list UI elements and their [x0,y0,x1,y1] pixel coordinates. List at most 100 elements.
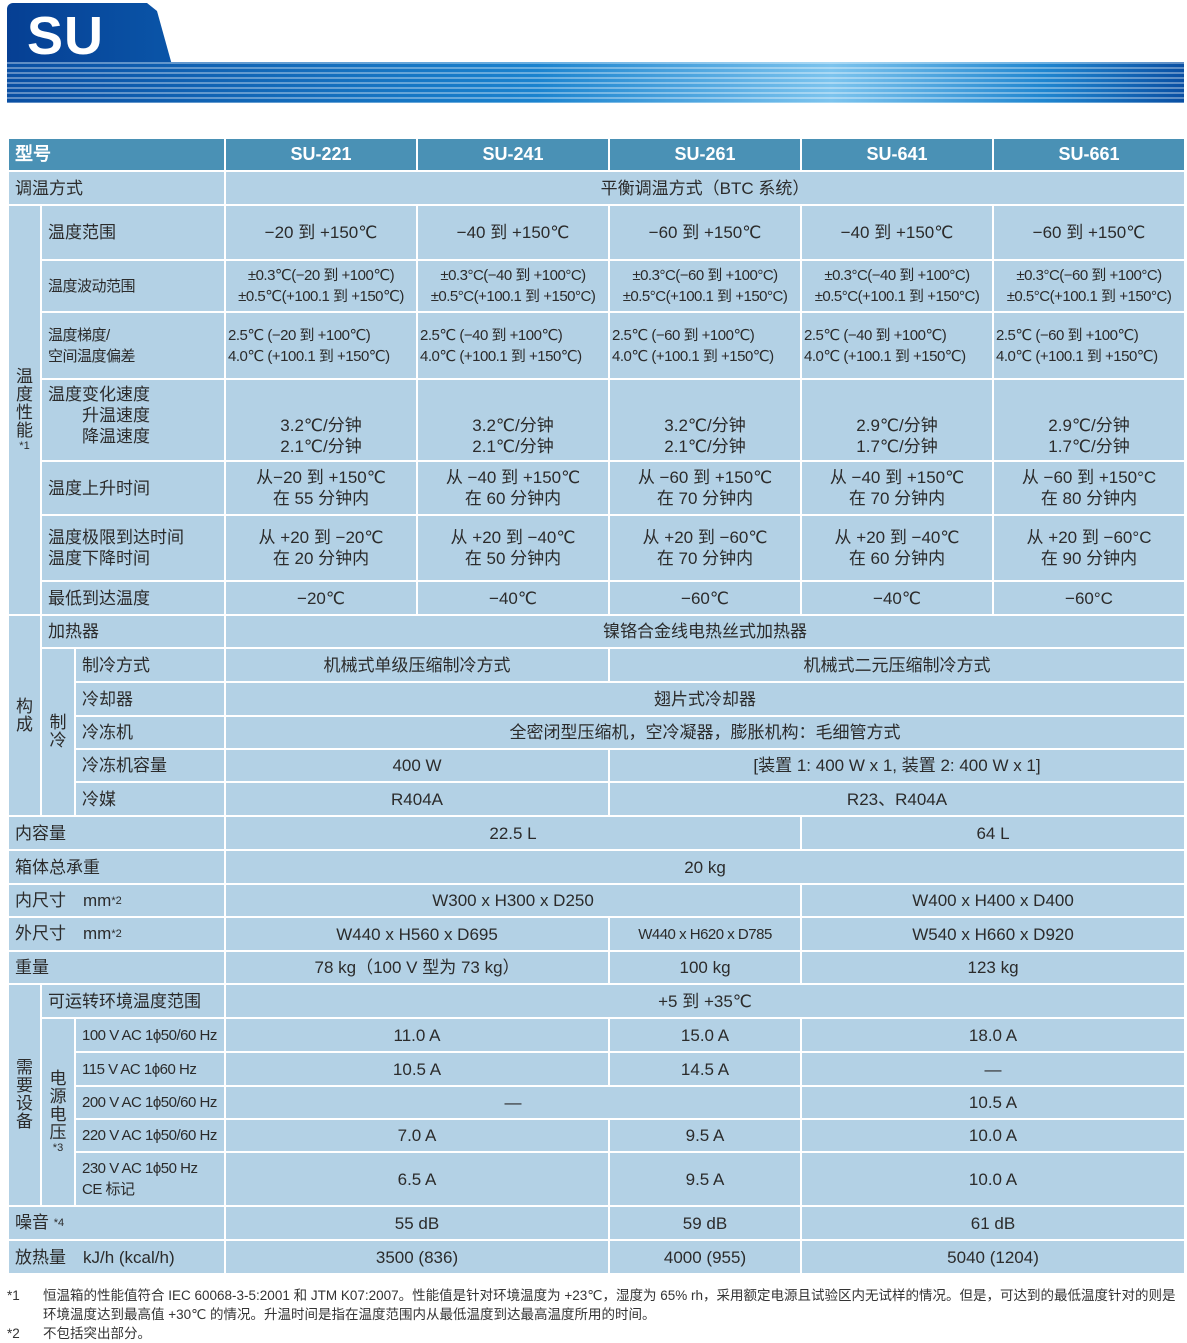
value-cell: 从 −40 到 +150℃ 在 60 分钟内 [416,460,611,516]
group-need: 需要设备 [7,983,42,1207]
row-label-text: 重量 [15,958,49,977]
row-label: 最低到达温度 [39,580,227,616]
value-cell: 2.9℃/分钟 1.7℃/分钟 [992,378,1187,462]
value-cell: 61 dB [800,1205,1187,1241]
value-cell: 平衡调温方式（BTC 系统） [224,170,1187,206]
value-cell: −40 到 +150℃ [416,204,611,261]
row-label: 重量 [6,950,227,985]
row-label-text: 冷冻机 [82,723,133,742]
table-row: 115 V AC 1ϕ60 Hz 10.5 A 14.5 A — [8,1051,1187,1087]
value-cell: 64 L [800,815,1187,851]
value-cell: — [224,1085,803,1120]
value-cell: 3.2℃/分钟 2.1℃/分钟 [608,378,803,462]
table-row: 箱体总承重 20 kg [6,849,1187,885]
row-label-text: 内尺寸 mm [15,890,112,910]
group-label: 温度性能 [16,367,33,440]
table-row: 调温方式 平衡调温方式（BTC 系统） [6,170,1187,206]
table-row: 温度极限到达时间 温度下降时间从 +20 到 −20℃ 在 20 分钟内从 +2… [8,514,1187,582]
footnote-text: 恒温箱的性能值符合 IEC 60068-3-5:2001 和 JTM K07:2… [43,1288,1176,1322]
value-cell: ±0.3°C(−40 到 +100°C) ±0.5°C(+100.1 到 +15… [800,259,995,313]
value-cell: 2.5℃ (−20 到 +100℃) 4.0℃ (+100.1 到 +150℃) [224,311,419,380]
row-label: 220 V AC 1ϕ50/60 Hz [73,1118,227,1153]
row-label-text: 冷却器 [82,689,133,709]
value-cell: 从 +20 到 −20℃ 在 20 分钟内 [224,514,419,582]
row-label-text: 箱体总承重 [15,857,100,877]
value-cell: 从 +20 到 −40℃ 在 60 分钟内 [800,514,995,582]
model-header: SU-641 [800,137,995,172]
group-perf: 温度性能 *1 [7,204,42,616]
row-label: 温度变化速度 升温速度 降温速度 [39,378,227,462]
footnote-ref: *2 [111,894,122,907]
row-label: 温度范围 [39,204,227,261]
row-label-text: 温度上升时间 [48,478,150,498]
value-cell: −60 到 +150℃ [992,204,1187,261]
value-cell: ±0.3°C(−60 到 +100°C) ±0.5°C(+100.1 到 +15… [608,259,803,313]
value-cell: 10.0 A [800,1118,1187,1153]
table-row: 温度上升时间 从−20 到 +150℃ 在 55 分钟内从 −40 到 +150℃… [8,460,1187,516]
value-cell: W400 x H400 x D400 [800,883,1187,918]
value-cell: W440 x H620 x D785 [608,916,803,952]
row-label: 温度极限到达时间 温度下降时间 [39,514,227,582]
value-cell: 11.0 A [224,1017,611,1053]
row-label-text: 温度范围 [48,223,116,242]
row-label: 冷冻机 [73,715,227,750]
value-cell: 机械式单级压缩制冷方式 [224,647,611,683]
value-cell: 机械式二元压缩制冷方式 [608,647,1187,683]
table-row: 重量 78 kg（100 V 型为 73 kg） 100 kg 123 kg [6,950,1187,985]
value-cell: 6.5 A [224,1151,611,1207]
value-cell: 2.5℃ (−60 到 +100℃) 4.0℃ (+100.1 到 +150℃) [992,311,1187,380]
value-cell: −60°C [992,580,1187,616]
table-row: 冷却器 翅片式冷却器 [8,681,1187,717]
row-label: 温度波动范围 [39,259,227,313]
group-label: 制冷 [49,713,67,750]
value-cell: 从 +20 到 −40℃ 在 50 分钟内 [416,514,611,582]
value-cell: 78 kg（100 V 型为 73 kg） [224,950,611,985]
row-label: 内容量 [6,815,227,851]
value-cell: ±0.3℃(−20 到 +100℃) ±0.5℃(+100.1 到 +150℃) [224,259,419,313]
value-cell: 从 −60 到 +150℃ 在 70 分钟内 [608,460,803,516]
value-cell: W540 x H660 x D920 [800,916,1187,952]
value-cell: 3.2℃/分钟 2.1℃/分钟 [224,378,419,462]
table-row: 电源电压 *3 100 V AC 1ϕ50/60 Hz 11.0 A 15.0 A 18.… [8,1017,1187,1207]
subgroup-cool: 制冷 [40,647,76,817]
table-row: 220 V AC 1ϕ50/60 Hz 7.0 A 9.5 A 10.0 A [8,1118,1187,1153]
table-row: 温度变化速度 升温速度 降温速度 3.2℃/分钟 2.1℃/分钟 3.2℃/分钟 2.1… [8,378,1187,462]
table-row: 外尺寸 mm*2 W440 x H560 x D695 W440 x H620 x … [6,916,1187,952]
value-cell: 3500 (836) [224,1239,611,1275]
value-cell: W300 x H300 x D250 [224,883,803,918]
row-sublabel: 升温速度 [82,406,150,425]
row-label-text: 温度波动范围 [48,277,136,295]
model-header: SU-241 [416,137,611,172]
row-label: 放热量 kJ/h (kcal/h) [6,1239,227,1275]
value-cell: −40 到 +150℃ [800,204,995,261]
series-tab: SU [7,3,172,65]
value-cell: 5040 (1204) [800,1239,1187,1275]
footnotes: *1 恒温箱的性能值符合 IEC 60068-3-5:2001 和 JTM K07… [7,1286,1182,1343]
row-label-text: 220 V AC 1ϕ50/60 Hz [82,1127,217,1144]
value-cell: 14.5 A [608,1051,803,1087]
row-label: 230 V AC 1ϕ50 Hz CE 标记 [73,1151,227,1207]
footnote: *2 不包括突出部分。 [7,1324,1182,1343]
model-label: 型号 [6,137,227,172]
table-row: 温度梯度/ 空间温度偏差 2.5℃ (−20 到 +100℃) 4.0℃ (+10… [8,311,1187,380]
row-label-text: 温度梯度/ 空间温度偏差 [48,326,136,365]
value-cell: 2.5℃ (−40 到 +100℃) 4.0℃ (+100.1 到 +150℃) [800,311,995,380]
footnote-text: 不包括突出部分。 [43,1326,151,1341]
table-row: 温度性能 *1 温度范围 −20 到 +150℃ −40 到 +150℃ −60 到 +1… [7,204,1187,616]
value-cell: 4000 (955) [608,1239,803,1275]
value-cell: — [800,1051,1187,1087]
series-title: SU [27,6,105,66]
row-label-text: 230 V AC 1ϕ50 Hz CE 标记 [82,1160,198,1198]
row-label-text: 可运转环境温度范围 [48,991,201,1011]
row-label-text: 最低到达温度 [48,588,150,608]
value-cell: 从−20 到 +150℃ 在 55 分钟内 [224,460,419,516]
value-cell: −40℃ [800,580,995,616]
row-label: 箱体总承重 [6,849,227,885]
row-label: 冷冻机容量 [73,748,227,783]
spec-table: 型号 SU-221 SU-241 SU-261 SU-641 SU-661 调温方式 平衡调温… [6,137,1187,1275]
value-cell: ±0.3°C(−60 到 +100°C) ±0.5°C(+100.1 到 +15… [992,259,1187,313]
row-label-text: 内容量 [15,823,66,843]
row-label: 200 V AC 1ϕ50/60 Hz [73,1085,227,1120]
value-cell: 18.0 A [800,1017,1187,1053]
value-cell: 400 W [224,748,611,783]
